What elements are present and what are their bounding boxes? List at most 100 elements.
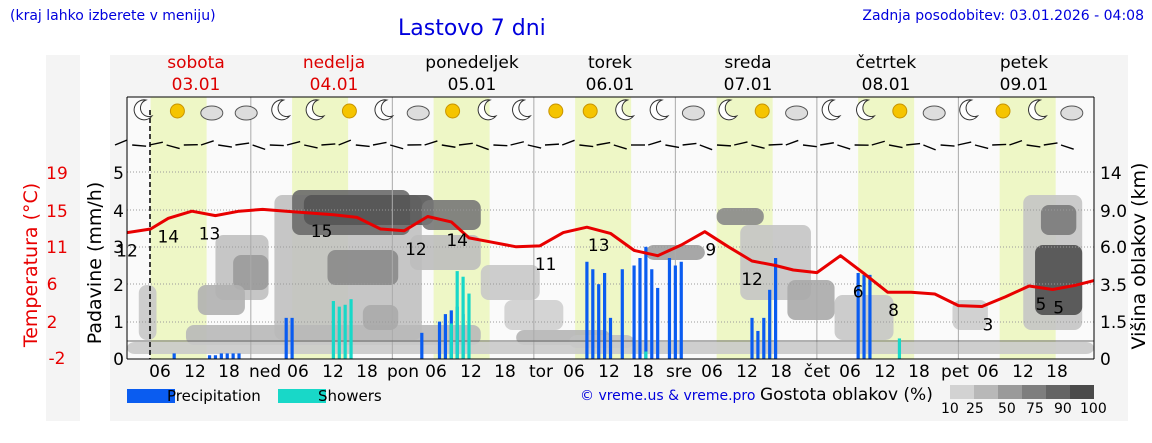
temperature-label: 11 <box>535 255 557 275</box>
moon-icon <box>821 99 842 121</box>
sun-icon <box>892 103 908 119</box>
cloud-patch <box>716 208 764 225</box>
x-hour-label: 12 <box>460 362 482 382</box>
precipitation-bar <box>620 269 624 359</box>
sun-icon <box>341 103 357 119</box>
credit-link[interactable]: © vreme.us & vreme.pro <box>580 388 756 404</box>
wind-barb <box>166 144 180 150</box>
precipitation-bar <box>219 353 223 359</box>
x-hour-label: 12 <box>874 362 896 382</box>
wind-barb <box>596 141 611 146</box>
precipitation-bar <box>207 355 212 359</box>
cloud-density-title: Gostota oblakov (%) <box>760 385 933 405</box>
temperature-label: 5 <box>1036 295 1047 315</box>
temp-tick: 15 <box>46 202 68 222</box>
precipitation-bar <box>437 321 442 359</box>
precipitation-bar <box>638 258 642 359</box>
sun-icon <box>995 103 1011 119</box>
x-hour-label: 06 <box>977 362 999 382</box>
location-note: (kraj lahko izberete v meniju) <box>10 8 216 24</box>
shower-bar <box>467 293 471 359</box>
temperature-label: 8 <box>888 301 899 321</box>
wind-barb <box>1043 142 1058 146</box>
precip-tick: 2 <box>113 276 124 296</box>
x-hour-label: 12 <box>1012 362 1034 382</box>
cloud-density-swatch <box>998 385 1022 399</box>
temp-tick: 2 <box>47 313 58 333</box>
cloud-density-level: 90 <box>1054 401 1072 417</box>
precipitation-bar <box>284 317 288 359</box>
x-day-label: čet <box>804 362 831 382</box>
precipitation-bar <box>773 258 778 359</box>
cloud-height-tick: 6.0 <box>1100 238 1127 258</box>
wind-barb <box>923 144 936 151</box>
cloud-density-swatch <box>1022 385 1046 399</box>
moon-icon <box>1028 99 1048 121</box>
day-name-6: petek <box>1000 53 1048 73</box>
temperature-label: 14 <box>157 227 179 247</box>
wind-barb <box>132 144 147 147</box>
wind-barb <box>269 144 284 147</box>
wind-barb <box>252 144 266 151</box>
precipitation-axis-label: Padavine (mm/h) <box>84 182 106 345</box>
x-hour-label: 18 <box>356 362 378 382</box>
wind-barb <box>1060 144 1074 150</box>
wind-barb <box>579 144 594 148</box>
legend-precipitation-swatch <box>127 389 175 403</box>
temperature-label: 13 <box>588 236 610 256</box>
sun-icon <box>754 103 770 119</box>
cloud-patch <box>480 265 540 300</box>
shower-bar <box>897 338 902 359</box>
precipitation-bar <box>673 265 677 359</box>
precip-tick: 1 <box>113 313 124 333</box>
precipitation-bar <box>172 353 176 359</box>
precip-tick: 4 <box>113 202 124 222</box>
cloud-height-tick: 0 <box>1100 350 1111 370</box>
precipitation-bar <box>591 269 595 359</box>
day-name-0: sobota <box>167 53 225 73</box>
wind-barb <box>906 142 921 146</box>
x-hour-label: 18 <box>770 362 792 382</box>
wind-barb <box>871 140 885 146</box>
precipitation-bar <box>213 355 218 359</box>
chart-title: Lastovo 7 dni <box>398 16 546 41</box>
cloud-patch <box>327 250 399 285</box>
wind-barbs-row <box>114 139 1074 151</box>
precipitation-bar <box>585 261 589 359</box>
day-date-5: 08.01 <box>862 75 911 95</box>
precipitation-bar <box>632 265 636 359</box>
temp-tick: 6 <box>47 275 58 295</box>
x-hour-label: 12 <box>598 362 620 382</box>
moon-icon <box>856 99 876 121</box>
wind-barb <box>699 144 713 151</box>
x-hour-label: 12 <box>322 362 344 382</box>
wind-barb <box>957 141 972 146</box>
x-hour-label: 06 <box>425 362 447 382</box>
wind-barb <box>218 144 232 148</box>
wind-barb <box>355 144 370 148</box>
cloud-density-level: 25 <box>966 401 984 417</box>
day-date-4: 07.01 <box>724 75 773 95</box>
shower-bar <box>644 351 648 359</box>
moon-icon <box>477 99 498 121</box>
wind-barb <box>458 142 473 146</box>
cloud-patch <box>1035 245 1083 315</box>
wind-barb <box>888 144 903 149</box>
axes <box>126 96 1095 360</box>
cloud-density-swatch <box>974 385 998 399</box>
wind-barb <box>802 144 817 148</box>
wind-barb <box>734 141 748 146</box>
x-hour-label: 06 <box>563 362 585 382</box>
cloud-height-tick: 1.5 <box>1100 313 1127 333</box>
moon-icon <box>133 99 154 121</box>
precipitation-bar <box>608 317 613 359</box>
shower-bar <box>455 271 459 359</box>
precipitation-bar <box>667 258 672 359</box>
wind-barb <box>992 143 1007 146</box>
temperature-series-line <box>126 207 1095 308</box>
sun-icon <box>582 103 598 119</box>
x-hour-label: 12 <box>736 362 758 382</box>
day-name-4: sreda <box>724 53 771 73</box>
cloud-density-area <box>127 190 1094 354</box>
